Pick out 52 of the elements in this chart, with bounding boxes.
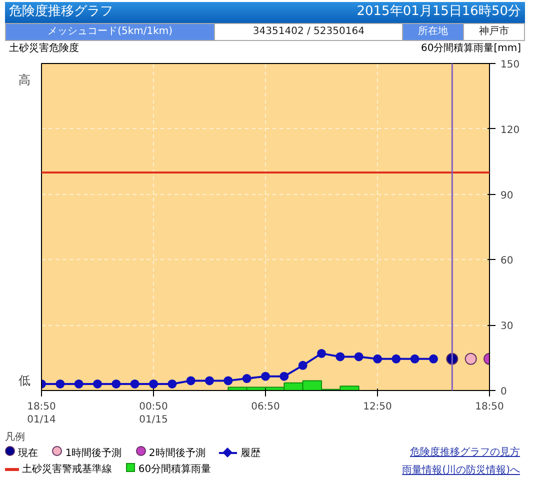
point: [392, 354, 401, 364]
point: [168, 379, 177, 388]
point: [242, 374, 252, 383]
point: [280, 372, 289, 381]
legend-label: 2時間後予測: [148, 448, 206, 459]
x-tick-label: 18:50: [475, 402, 504, 412]
y-tick-label: 60: [500, 256, 514, 267]
text: 高: [18, 72, 30, 87]
point: [149, 379, 158, 388]
text: 低: [18, 374, 30, 388]
y-tick-label: 0: [500, 386, 507, 398]
point: [373, 354, 382, 364]
legend-label: 現在: [17, 448, 38, 459]
x-tick-label: 18:50 01/14: [27, 402, 56, 426]
point: [186, 376, 196, 386]
y-axis-title: 土砂災害危険度: [9, 42, 79, 56]
chart-title: 危険度推移グラフ: [9, 3, 113, 21]
chart-subtitle: 2015年01月15日16時50分: [356, 3, 521, 21]
point: [56, 379, 65, 388]
text: メッシュコード(5km/1km): [6, 23, 215, 40]
y2-axis-title: 60分間積算雨量[mm]: [420, 42, 521, 56]
point: [464, 352, 477, 365]
x-tick-label: 12:50: [363, 402, 392, 412]
x-tick-label: 00:50 01/15: [139, 402, 168, 426]
point: [224, 376, 233, 386]
text: 神戸市: [464, 23, 524, 40]
legend-label: 履歴: [239, 448, 260, 459]
y-tick-label: 120: [500, 124, 520, 136]
legend-label: 60分間積算雨量: [137, 464, 212, 475]
point: [336, 352, 345, 362]
text: 34351402 / 52350164: [214, 23, 403, 40]
text: 所在地: [402, 23, 464, 40]
text: 雨量情報(川の防災情報)へ: [402, 465, 520, 476]
point: [429, 354, 438, 364]
text: 危険度推移グラフの見方: [410, 447, 520, 458]
legend-label: 土砂災害警戒基準線: [21, 464, 112, 475]
point: [205, 376, 214, 386]
x-tick-label: 06:50: [251, 402, 280, 412]
legend-label: 1時間後予測: [64, 448, 122, 459]
point: [317, 348, 326, 358]
point: [93, 379, 102, 388]
point: [112, 379, 121, 388]
y-tick-label: 150: [500, 60, 520, 70]
point: [298, 360, 308, 370]
point: [130, 379, 140, 388]
point: [410, 354, 420, 364]
point: [74, 379, 84, 388]
y-tick-label: 30: [500, 321, 514, 332]
point: [354, 352, 364, 362]
y-tick-label: 90: [500, 190, 514, 202]
legend-title: 凡例: [5, 431, 26, 445]
point: [261, 372, 270, 381]
